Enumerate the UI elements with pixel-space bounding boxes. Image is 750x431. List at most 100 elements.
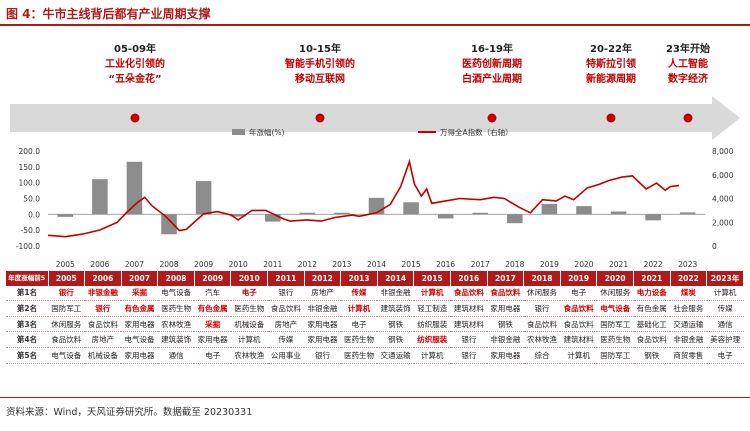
right-tick-label: 6,000 <box>712 171 734 180</box>
table-cell: 非银金融 <box>84 285 122 302</box>
table-cell: 家用电器 <box>304 316 341 333</box>
table-corner-header: 年度涨幅前5 <box>6 271 49 286</box>
table-year-header: 2023年 <box>706 271 744 286</box>
table-cell: 非银金融 <box>487 331 524 348</box>
figure-title: 图 4：牛市主线背后都有产业周期支撑 <box>6 7 211 21</box>
table-cell: 计算机 <box>560 347 597 364</box>
rank-label: 第5名 <box>6 347 48 364</box>
table-cell: 房地产 <box>304 285 341 302</box>
left-tick-label: -100.0 <box>16 242 40 251</box>
table-cell: 建筑材料 <box>450 300 488 317</box>
table-cell: 纺织服装 <box>413 331 451 348</box>
era-line: 医药创新周期 <box>462 59 522 70</box>
legend-label: 万得全A指数（右轴） <box>440 127 513 137</box>
table-cell: 银行 <box>450 331 488 348</box>
bar <box>472 212 489 215</box>
table-year-header: 2014 <box>377 271 415 286</box>
x-tick-label: 2018 <box>505 260 524 269</box>
table-cell: 建筑材料 <box>560 331 597 348</box>
era-label: 05-09年 工业化引领的 “五朵金花” <box>85 42 185 87</box>
table-cell: 食品饮料 <box>487 285 524 302</box>
table-cell: 食品饮料 <box>84 316 122 333</box>
table-cell: 银行 <box>304 347 341 364</box>
table-year-header: 2016 <box>450 271 488 286</box>
bar <box>368 197 385 215</box>
table-cell: 电子 <box>560 285 597 302</box>
x-tick-label: 2013 <box>332 260 351 269</box>
table-cell: 钢铁 <box>377 316 414 333</box>
era-label: 10-15年 智能手机引领的 移动互联网 <box>270 42 370 87</box>
era-dot <box>606 113 616 123</box>
table-cell: 休闲服务 <box>523 285 561 302</box>
table-cell: 煤炭 <box>670 285 707 302</box>
era-dot <box>683 113 693 123</box>
bar <box>57 214 74 217</box>
timeline-arrow <box>10 96 740 140</box>
table-year-header: 2019 <box>560 271 598 286</box>
era-dot <box>130 113 140 123</box>
table-cell: 国防军工 <box>596 347 634 364</box>
table-cell: 汽车 <box>194 285 231 302</box>
left-tick-label: 50.0 <box>23 195 40 204</box>
table-year-header: 2013 <box>340 271 378 286</box>
table-cell: 非银金融 <box>377 285 414 302</box>
era-dot <box>315 113 325 123</box>
table-cell: 通信 <box>157 347 195 364</box>
table-cell: 传媒 <box>340 285 378 302</box>
era-line: 人工智能 <box>668 59 708 70</box>
table-year-header: 2010 <box>230 271 269 286</box>
table-cell: 轻工制造 <box>413 300 451 317</box>
bar <box>126 161 143 215</box>
x-tick-label: 2023 <box>678 260 697 269</box>
x-tick-label: 2005 <box>56 260 75 269</box>
right-tick-label: 0 <box>712 242 717 251</box>
era-period: 23年开始 <box>666 44 710 55</box>
x-tick-label: 2011 <box>263 260 282 269</box>
x-tick-label: 2017 <box>471 260 490 269</box>
table-cell: 建筑装饰 <box>157 331 195 348</box>
table-cell: 基础化工 <box>633 316 671 333</box>
table-cell: 食品饮料 <box>48 331 85 348</box>
table-row: 第2名 国防军工 银行 有色金属 医药生物 有色金属 医药生物 食品饮料 非银金融 计算机 建筑装饰… <box>6 300 744 317</box>
table-cell: 食品饮料 <box>560 300 597 317</box>
table-cell: 医药生物 <box>340 331 378 348</box>
table-cell: 综合 <box>523 347 561 364</box>
table-cell: 食品饮料 <box>633 331 671 348</box>
era-period: 05-09年 <box>114 44 156 55</box>
x-tick-label: 2022 <box>644 260 663 269</box>
table-cell: 家用电器 <box>194 331 231 348</box>
table-cell: 电力设备 <box>633 285 671 302</box>
table-cell: 钢铁 <box>377 331 414 348</box>
table-year-header: 2022 <box>670 271 708 286</box>
bar <box>403 202 419 215</box>
bar <box>610 211 627 215</box>
bar <box>92 179 108 215</box>
table-cell: 电子 <box>706 347 744 364</box>
table-cell: 房地产 <box>84 331 122 348</box>
table-cell: 交通运输 <box>377 347 414 364</box>
table-cell: 非银金融 <box>670 331 707 348</box>
table-year-header: 2008 <box>157 271 195 286</box>
index-line <box>47 158 680 238</box>
table-cell: 机械设备 <box>230 316 268 333</box>
table-cell: 电子 <box>194 347 231 364</box>
table-cell: 社会服务 <box>670 300 707 317</box>
table-cell: 家用电器 <box>121 316 158 333</box>
table-year-header: 2006 <box>84 271 122 286</box>
left-tick-label: 100.0 <box>19 179 41 188</box>
bar <box>541 203 558 215</box>
rank-table: 年度涨幅前5 2005 2006 2007 2008 2009 2010 2011 2012 20… <box>6 271 744 364</box>
era-period: 20-22年 <box>590 44 632 55</box>
rank-label: 第4名 <box>6 331 48 348</box>
table-body: 第1名 银行 非银金融 采掘 电气设备 汽车 电子 银行 房地产 传媒 非银金融 计算机 食品饮料 食品饮… <box>6 285 744 364</box>
table-cell: 计算机 <box>413 347 451 364</box>
table-cell: 休闲服务 <box>48 316 85 333</box>
source-note: 资料来源：Wind，天风证券研究所。数据截至 20230331 <box>6 407 253 418</box>
table-cell: 电气设备 <box>121 331 158 348</box>
table-row: 第4名 食品饮料 房地产 电气设备 建筑装饰 家用电器 计算机 传媒 家用电器 医药生物 钢铁 纺织服… <box>6 331 744 348</box>
left-tick-label: 200.0 <box>19 147 41 156</box>
table-cell: 传媒 <box>267 331 305 348</box>
table-cell: 家用电器 <box>487 300 524 317</box>
table-cell: 银行 <box>48 285 85 302</box>
table-cell: 有色金属 <box>121 300 158 317</box>
